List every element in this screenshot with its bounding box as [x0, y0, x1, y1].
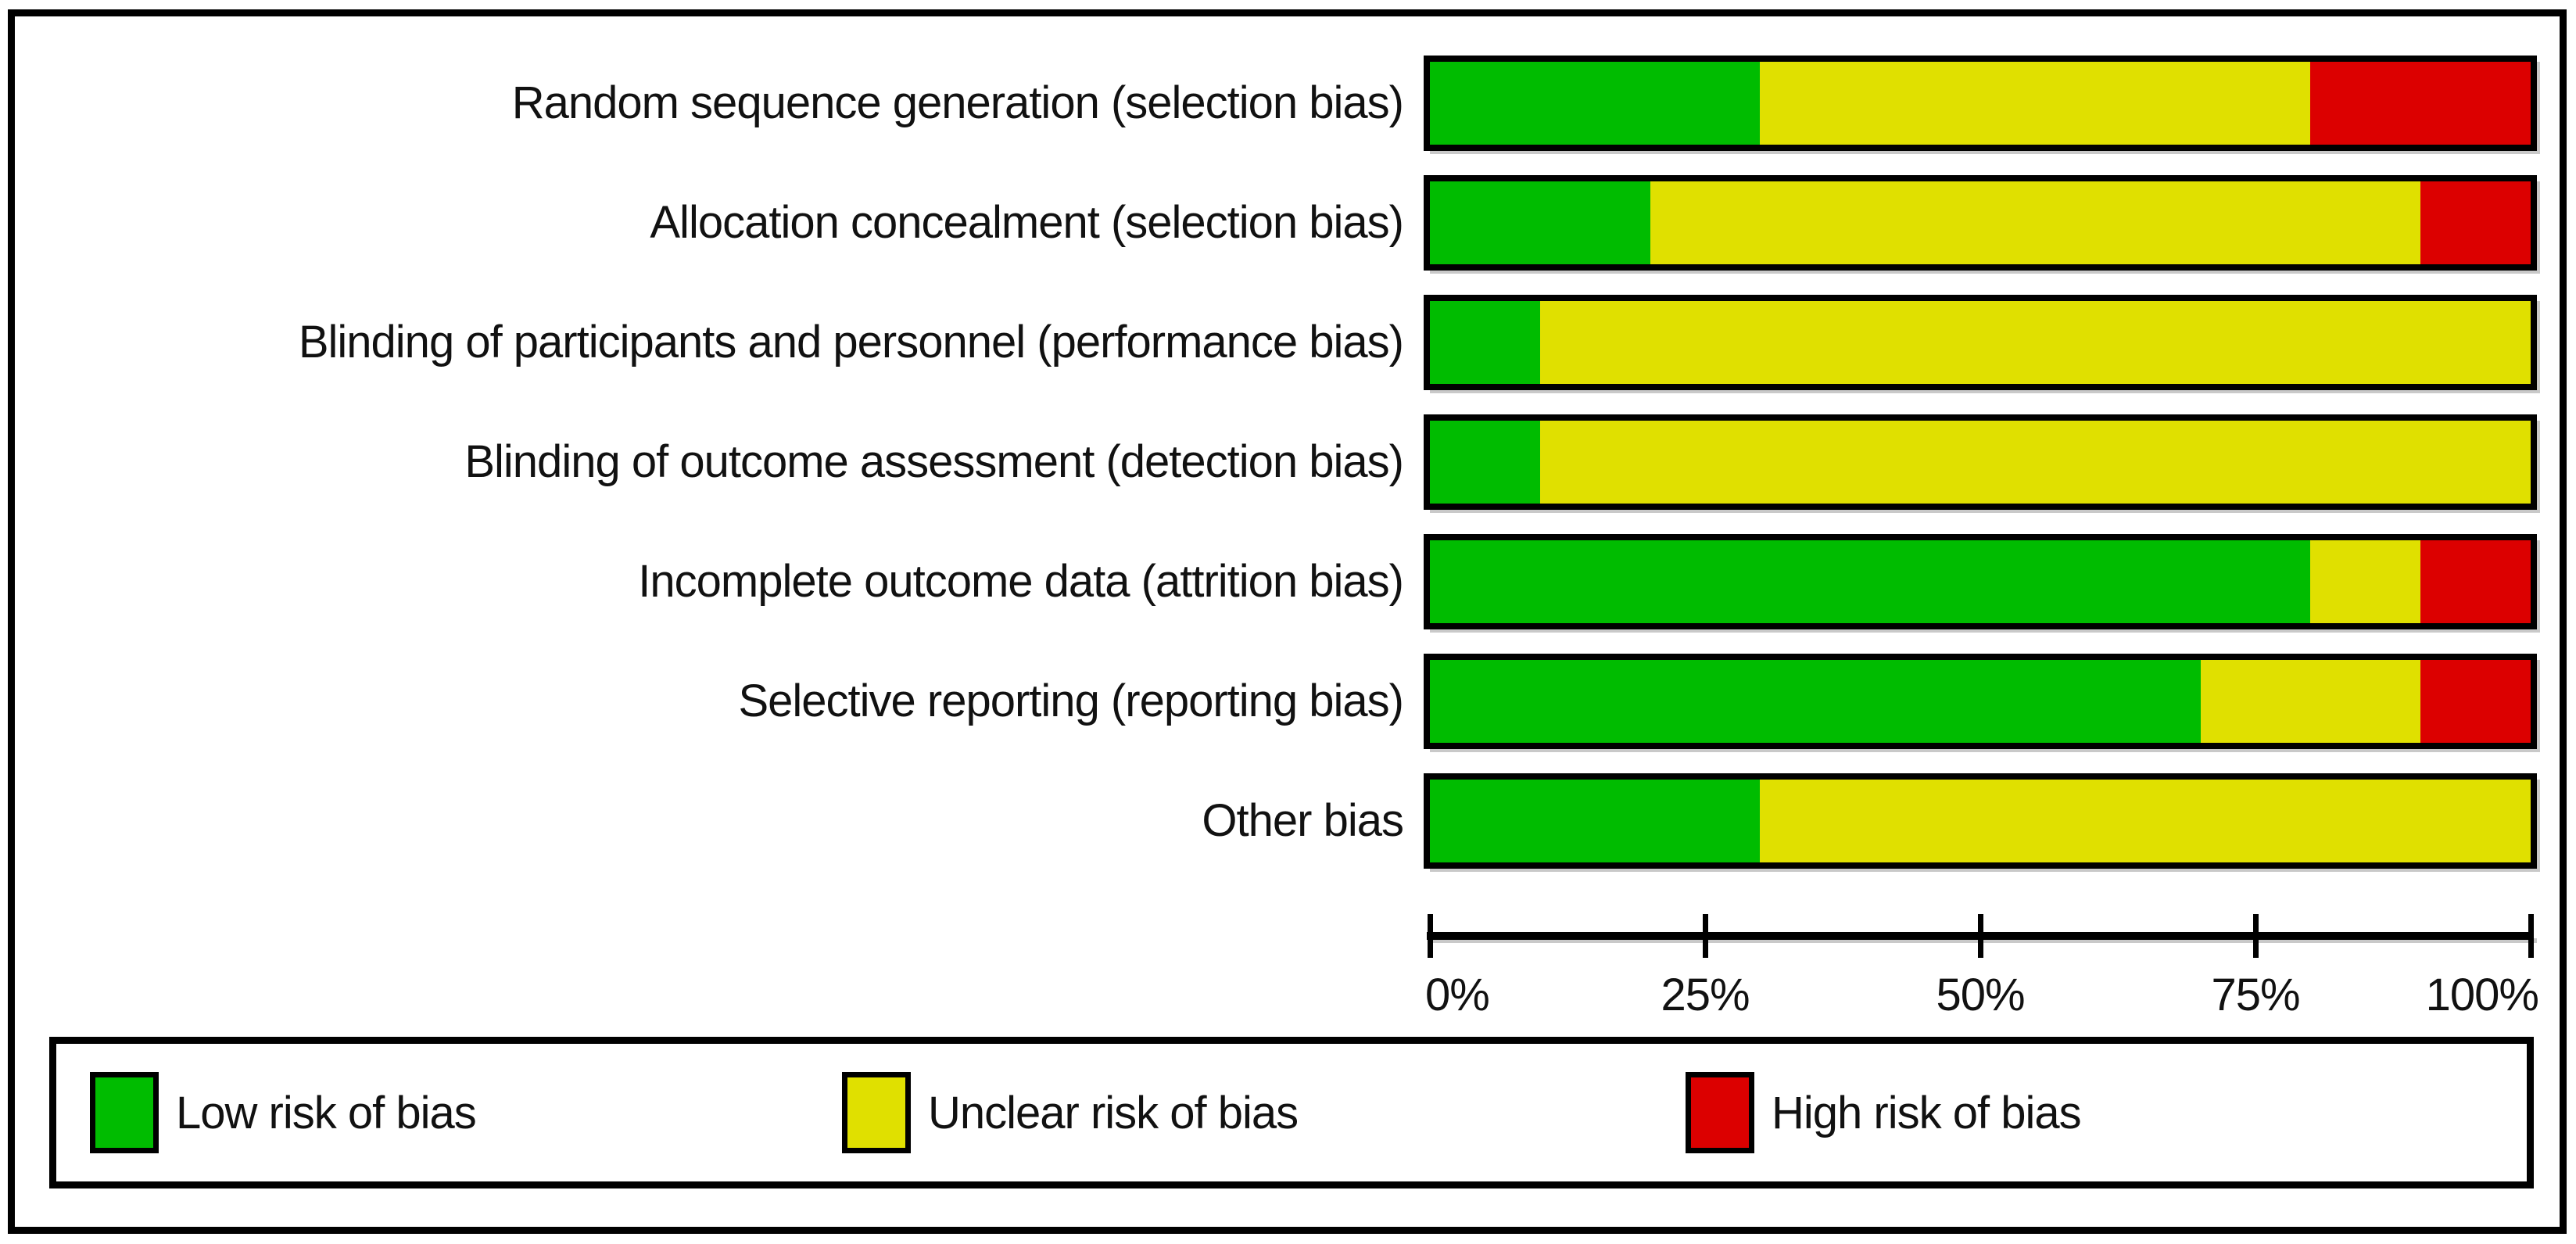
bar-row-allocation-concealment-selection-bias: Allocation concealment (selection bias) [15, 175, 2560, 271]
segment-high-risk-of-bias [2420, 540, 2531, 623]
legend-swatch-unclear-risk-of-bias [842, 1072, 911, 1153]
axis-tick-label: 25% [1661, 970, 1750, 1020]
axis-tick [1427, 914, 1433, 958]
category-label: Blinding of outcome assessment (detectio… [464, 436, 1404, 487]
bar-row-other-bias: Other bias [15, 773, 2560, 869]
axis-tick [2528, 914, 2534, 958]
legend-swatch-high-risk-of-bias [1686, 1072, 1754, 1153]
stacked-bar [1424, 175, 2537, 271]
legend-label: Unclear risk of bias [928, 1087, 1299, 1138]
segment-low-risk-of-bias [1430, 181, 1650, 264]
legend-label: Low risk of bias [176, 1087, 477, 1138]
bar-row-blinding-of-outcome-assessment-detection-bias: Blinding of outcome assessment (detectio… [15, 414, 2560, 510]
stacked-bar [1424, 534, 2537, 629]
segment-unclear-risk-of-bias [1539, 421, 2531, 504]
segment-low-risk-of-bias [1430, 540, 2311, 623]
x-axis [1427, 914, 2534, 958]
axis-tick-label: 0% [1425, 970, 1490, 1020]
bar-row-random-sequence-generation-selection-bias: Random sequence generation (selection bi… [15, 56, 2560, 151]
stacked-bar [1424, 56, 2537, 151]
legend-item-unclear-risk-of-bias: Unclear risk of bias [842, 1044, 1299, 1181]
axis-tick [1702, 914, 1708, 958]
legend-item-low-risk-of-bias: Low risk of bias [90, 1044, 477, 1181]
bar-row-selective-reporting-reporting-bias: Selective reporting (reporting bias) [15, 654, 2560, 749]
segment-high-risk-of-bias [2310, 62, 2531, 145]
category-label: Incomplete outcome data (attrition bias) [638, 555, 1404, 607]
category-label: Selective reporting (reporting bias) [738, 675, 1404, 726]
segment-unclear-risk-of-bias [1760, 62, 2311, 145]
axis-tick [1977, 914, 1983, 958]
segment-low-risk-of-bias [1430, 301, 1540, 384]
legend-label: High risk of bias [1772, 1087, 2082, 1138]
legend: Low risk of bias Unclear risk of bias High… [49, 1037, 2534, 1188]
category-label: Blinding of participants and personnel (… [298, 316, 1404, 367]
segment-unclear-risk-of-bias [1539, 301, 2531, 384]
segment-unclear-risk-of-bias [2310, 540, 2421, 623]
segment-unclear-risk-of-bias [1650, 181, 2421, 264]
bar-row-blinding-of-participants-and-personnel-performance-bias: Blinding of participants and personnel (… [15, 295, 2560, 390]
category-label: Other bias [1202, 794, 1404, 846]
bar-rows: Random sequence generation (selection bi… [15, 16, 2560, 869]
x-axis-labels: 0% 25% 50% 75% 100% [1425, 969, 2539, 1025]
bar-row-incomplete-outcome-data-attrition-bias: Incomplete outcome data (attrition bias) [15, 534, 2560, 629]
axis-tick-label: 100% [2425, 970, 2539, 1020]
segment-low-risk-of-bias [1430, 780, 1761, 862]
stacked-bar [1424, 414, 2537, 510]
category-label: Allocation concealment (selection bias) [650, 196, 1404, 248]
segment-high-risk-of-bias [2420, 181, 2531, 264]
axis-tick [2252, 914, 2259, 958]
segment-low-risk-of-bias [1430, 62, 1761, 145]
axis-tick-label: 50% [1936, 970, 2025, 1020]
segment-high-risk-of-bias [2420, 660, 2531, 743]
stacked-bar [1424, 773, 2537, 869]
segment-unclear-risk-of-bias [2200, 660, 2421, 743]
stacked-bar [1424, 654, 2537, 749]
category-label: Random sequence generation (selection bi… [511, 77, 1404, 128]
stacked-bar [1424, 295, 2537, 390]
segment-low-risk-of-bias [1430, 421, 1540, 504]
segment-unclear-risk-of-bias [1760, 780, 2531, 862]
legend-swatch-low-risk-of-bias [90, 1072, 159, 1153]
legend-item-high-risk-of-bias: High risk of bias [1686, 1044, 2082, 1181]
risk-of-bias-graph: Random sequence generation (selection bi… [8, 9, 2567, 1234]
axis-tick-label: 75% [2211, 970, 2300, 1020]
segment-low-risk-of-bias [1430, 660, 2201, 743]
